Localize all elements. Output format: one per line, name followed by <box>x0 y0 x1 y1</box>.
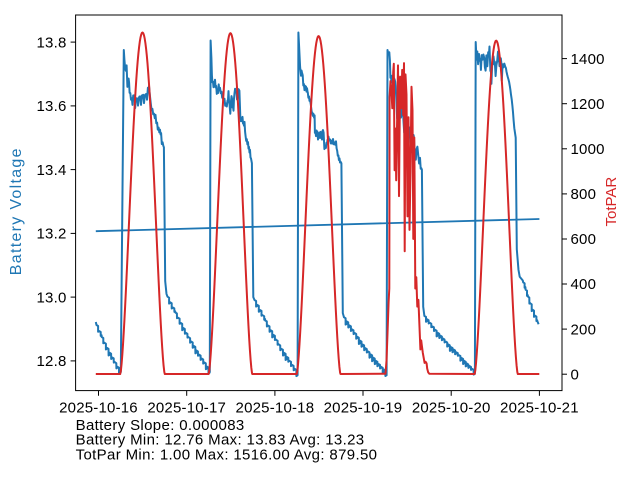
svg-text:Battery Voltage: Battery Voltage <box>8 147 25 275</box>
svg-text:2025-10-20: 2025-10-20 <box>412 400 491 417</box>
svg-text:2025-10-17: 2025-10-17 <box>147 400 226 417</box>
svg-text:13.0: 13.0 <box>37 289 67 306</box>
svg-text:2025-10-21: 2025-10-21 <box>500 400 579 417</box>
svg-text:1000: 1000 <box>571 141 605 158</box>
svg-text:2025-10-19: 2025-10-19 <box>324 400 403 417</box>
svg-text:400: 400 <box>571 276 597 293</box>
svg-text:Battery Min: 12.76 Max: 13.83: Battery Min: 12.76 Max: 13.83 Avg: 13.23 <box>76 432 365 449</box>
svg-text:Battery Slope: 0.000083: Battery Slope: 0.000083 <box>76 417 245 434</box>
svg-text:0: 0 <box>571 366 580 383</box>
svg-text:13.2: 13.2 <box>37 226 67 243</box>
svg-text:800: 800 <box>571 186 597 203</box>
svg-text:12.8: 12.8 <box>37 353 67 370</box>
svg-text:1200: 1200 <box>571 96 605 113</box>
svg-text:13.6: 13.6 <box>37 98 67 115</box>
svg-text:2025-10-16: 2025-10-16 <box>59 400 138 417</box>
svg-text:TotPAR: TotPAR <box>603 177 620 227</box>
svg-text:2025-10-18: 2025-10-18 <box>236 400 315 417</box>
svg-text:TotPar Min: 1.00 Max: 1516.00: TotPar Min: 1.00 Max: 1516.00 Avg: 879.5… <box>76 447 378 464</box>
svg-text:200: 200 <box>571 321 597 338</box>
svg-text:1400: 1400 <box>571 51 605 68</box>
svg-text:13.8: 13.8 <box>37 34 67 51</box>
svg-text:13.4: 13.4 <box>37 162 67 179</box>
svg-text:600: 600 <box>571 231 597 248</box>
